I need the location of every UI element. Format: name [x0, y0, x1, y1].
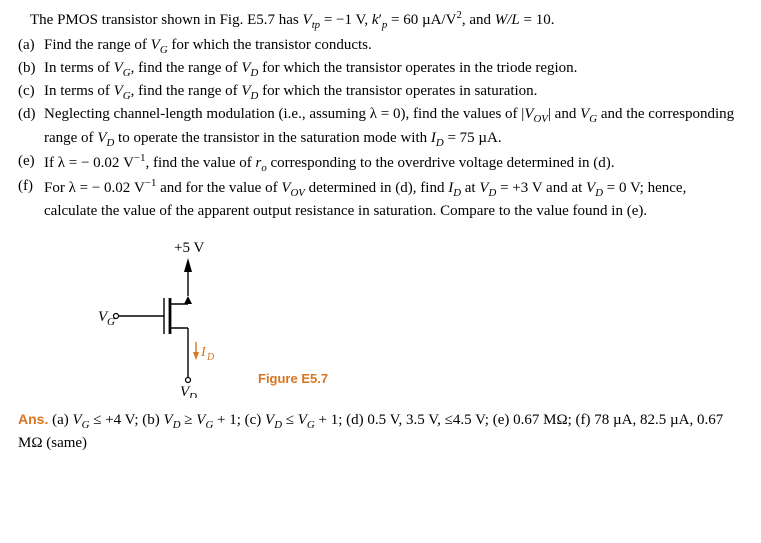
intro-vtp-eq: = −1 V,	[320, 12, 372, 28]
part-d-text: Neglecting channel-length modulation (i.…	[44, 104, 743, 150]
svg-vg-sub: G	[107, 316, 115, 328]
svg-id-arrow-head	[193, 352, 199, 360]
part-a-v1: V	[151, 37, 160, 53]
part-f-v1: V	[281, 180, 290, 196]
intro-wl-prefix: , and	[462, 12, 495, 28]
part-c-v2: V	[241, 83, 250, 99]
part-e-text: If λ = − 0.02 V−1, find the value of ro …	[44, 151, 743, 176]
part-b-text: In terms of VG, find the range of VD for…	[44, 58, 743, 81]
part-b-t1: In terms of	[44, 60, 114, 76]
part-a-t1: Find the range of	[44, 37, 151, 53]
part-d-abs: |VOV|	[521, 104, 551, 127]
part-f-v3: V	[479, 180, 488, 196]
part-f-t3: determined in (d), find	[305, 180, 448, 196]
ans-s2: D	[173, 419, 181, 431]
part-c-t1: In terms of	[44, 83, 114, 99]
svg-vd-sub: D	[188, 391, 197, 398]
part-f-t1: For λ = − 0.02 V	[44, 180, 145, 196]
part-c-t2: , find the range of	[131, 83, 242, 99]
part-d-t4: to operate the transistor in the saturat…	[114, 130, 431, 146]
part-d-v2: V	[580, 106, 589, 122]
part-c-s1: G	[123, 90, 131, 102]
part-e-sup1: −1	[134, 152, 146, 164]
svg-drain-terminal	[186, 377, 191, 382]
part-c-text: In terms of VG, find the range of VD for…	[44, 81, 743, 104]
part-f-v4: V	[586, 180, 595, 196]
part-e-t1: If λ = − 0.02 V	[44, 155, 134, 171]
answer-section: Ans. (a) VG ≤ +4 V; (b) VD ≥ VG + 1; (c)…	[18, 410, 743, 454]
part-f-t4: at	[461, 180, 479, 196]
part-d-t5: = 75 µA.	[444, 130, 502, 146]
part-f-t2: and for the value of	[156, 180, 281, 196]
part-d-s4: D	[436, 137, 444, 149]
intro-vtp-var: V	[303, 12, 312, 28]
part-f-s2: D	[453, 187, 461, 199]
ans-s5: G	[307, 419, 315, 431]
part-e: (e) If λ = − 0.02 V−1, find the value of…	[18, 151, 743, 176]
svg-id-label: I	[200, 345, 207, 360]
part-b-label: (b)	[18, 58, 44, 81]
part-b-t2: , find the range of	[131, 60, 242, 76]
part-c-t3: for which the transistor operates in sat…	[258, 83, 537, 99]
ans-s4: D	[274, 419, 282, 431]
part-a-label: (a)	[18, 35, 44, 58]
part-d-t1: Neglecting channel-length modulation (i.…	[44, 106, 521, 122]
part-f-s4: D	[595, 187, 603, 199]
part-d-t2: and	[551, 106, 580, 122]
part-b-s1: G	[123, 67, 131, 79]
ans-t4: + 1; (c)	[213, 412, 265, 428]
part-f-s1: OV	[291, 187, 305, 199]
intro-vtp-sub: tp	[312, 19, 320, 31]
figure-label: Figure E5.7	[258, 370, 328, 388]
ans-t1: (a)	[48, 412, 72, 428]
part-a-t2: for which the transistor conducts.	[168, 37, 372, 53]
ans-v2: V	[164, 412, 173, 428]
part-b: (b) In terms of VG, find the range of VD…	[18, 58, 743, 81]
intro-kp-var: k	[372, 12, 379, 28]
part-f: (f) For λ = − 0.02 V−1 and for the value…	[18, 176, 743, 222]
part-d-s2: G	[589, 113, 597, 125]
part-e-t2: , find the value of	[146, 155, 256, 171]
part-f-text: For λ = − 0.02 V−1 and for the value of …	[44, 176, 743, 222]
part-f-sup1: −1	[145, 177, 157, 189]
intro-kp-eq: = 60 µA/V	[387, 12, 456, 28]
ans-t2: ≤ +4 V; (b)	[89, 412, 163, 428]
ans-v1: V	[73, 412, 82, 428]
part-d: (d) Neglecting channel-length modulation…	[18, 104, 743, 150]
svg-pmos-arrow	[184, 296, 192, 304]
ans-v5: V	[298, 412, 307, 428]
svg-id-sub: D	[206, 352, 215, 363]
ans-t3: ≥	[181, 412, 197, 428]
part-a-text: Find the range of VG for which the trans…	[44, 35, 743, 58]
figure-e5-7: +5 V V G I D V D Figure E5.7	[98, 238, 743, 398]
part-f-t5: = +3 V and at	[496, 180, 586, 196]
part-e-label: (e)	[18, 151, 44, 176]
ans-v4: V	[265, 412, 274, 428]
part-b-v1: V	[114, 60, 123, 76]
intro-prefix: The PMOS transistor shown in Fig. E5.7 h…	[30, 12, 303, 28]
intro-wl-var: W/L	[495, 12, 520, 28]
answer-label: Ans.	[18, 411, 48, 427]
part-c-v1: V	[114, 83, 123, 99]
part-c-label: (c)	[18, 81, 44, 104]
part-b-t3: for which the transistor operates in the…	[258, 60, 577, 76]
part-a-s1: G	[160, 44, 168, 56]
part-d-s1: OV	[533, 113, 547, 125]
intro-wl-eq: = 10.	[520, 12, 555, 28]
part-d-label: (d)	[18, 104, 44, 150]
part-f-label: (f)	[18, 176, 44, 222]
svg-top-voltage: +5 V	[174, 240, 204, 256]
ans-t5: ≤	[282, 412, 298, 428]
part-e-t3: corresponding to the overdrive voltage d…	[267, 155, 615, 171]
part-c: (c) In terms of VG, find the range of VD…	[18, 81, 743, 104]
svg-arrow-up	[184, 258, 192, 272]
part-a: (a) Find the range of VG for which the t…	[18, 35, 743, 58]
problem-intro: The PMOS transistor shown in Fig. E5.7 h…	[18, 8, 743, 33]
part-b-v2: V	[241, 60, 250, 76]
